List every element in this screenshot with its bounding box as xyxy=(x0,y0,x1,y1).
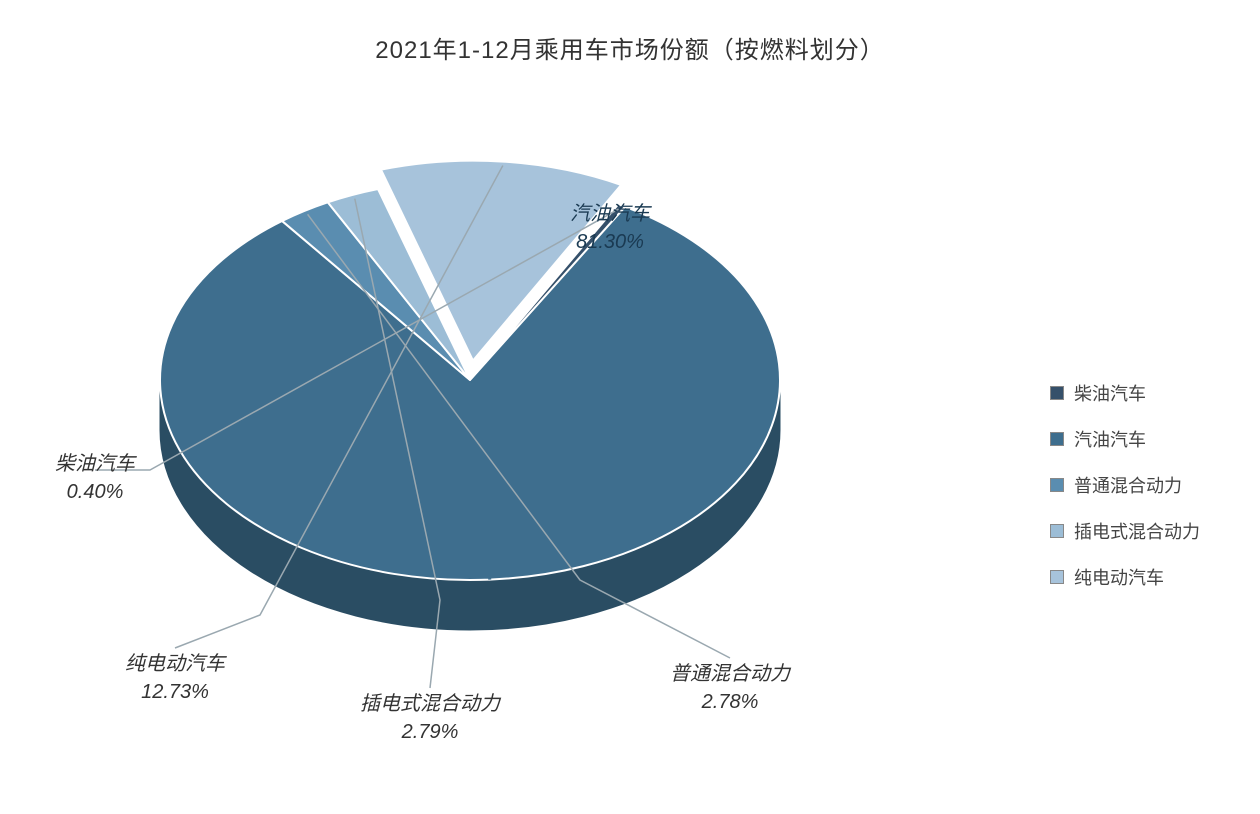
legend: 柴油汽车 汽油汽车 普通混合动力 插电式混合动力 纯电动汽车 xyxy=(1050,380,1200,610)
callout-diesel: 柴油汽车 0.40% xyxy=(35,450,155,506)
legend-label: 普通混合动力 xyxy=(1074,472,1182,498)
legend-item: 柴油汽车 xyxy=(1050,380,1200,406)
legend-swatch xyxy=(1050,478,1064,492)
callout-label: 插电式混合动力 xyxy=(360,693,500,715)
callout-pct: 12.73% xyxy=(100,678,250,706)
callout-pct: 2.78% xyxy=(640,688,820,716)
callout-label: 普通混合动力 xyxy=(670,663,790,685)
callout-label: 纯电动汽车 xyxy=(125,653,225,675)
callout-phev: 插电式混合动力 2.79% xyxy=(330,690,530,746)
slice-label-main-pct: 81.30% xyxy=(576,231,644,253)
slice-label-main-text: 汽油汽车 xyxy=(570,203,650,225)
legend-label: 插电式混合动力 xyxy=(1074,518,1200,544)
callout-label: 柴油汽车 xyxy=(55,453,135,475)
legend-item: 汽油汽车 xyxy=(1050,426,1200,452)
legend-swatch xyxy=(1050,386,1064,400)
legend-label: 柴油汽车 xyxy=(1074,380,1146,406)
legend-swatch xyxy=(1050,432,1064,446)
callout-bev: 纯电动汽车 12.73% xyxy=(100,650,250,706)
legend-item: 插电式混合动力 xyxy=(1050,518,1200,544)
legend-swatch xyxy=(1050,524,1064,538)
callout-pct: 0.40% xyxy=(35,478,155,506)
callout-pct: 2.79% xyxy=(330,718,530,746)
callout-hybrid: 普通混合动力 2.78% xyxy=(640,660,820,716)
legend-label: 汽油汽车 xyxy=(1074,426,1146,452)
legend-label: 纯电动汽车 xyxy=(1074,564,1164,590)
legend-swatch xyxy=(1050,570,1064,584)
legend-item: 普通混合动力 xyxy=(1050,472,1200,498)
slice-label-main: 汽油汽车 81.30% xyxy=(520,200,700,256)
legend-item: 纯电动汽车 xyxy=(1050,564,1200,590)
